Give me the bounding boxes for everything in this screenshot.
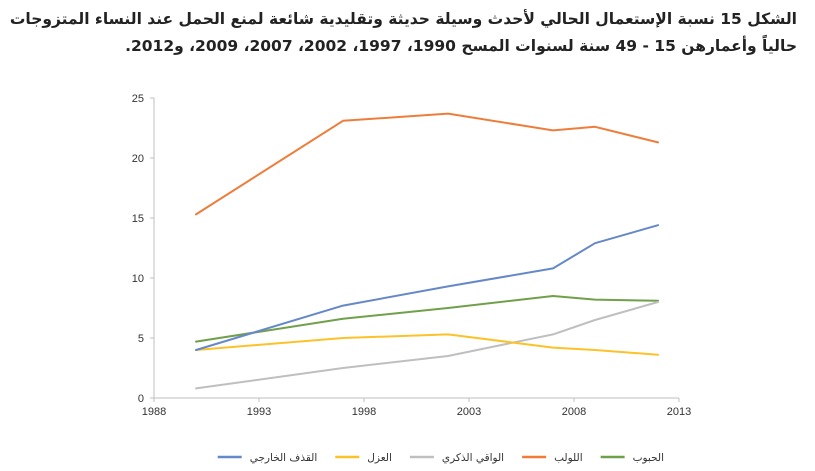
x-tick-label: 1998 xyxy=(352,406,376,418)
figure-title-line-2: حالياً وأعمارهن 15 - 49 سنة لسنوات المسح… xyxy=(125,37,797,55)
x-tick-label: 2013 xyxy=(667,406,691,418)
y-tick-label: 10 xyxy=(132,273,144,285)
series-line xyxy=(195,301,659,390)
series-line xyxy=(195,112,659,216)
figure-title-line-1: الشكل 15 نسبة الإستعمال الحالي لأحدث وسي… xyxy=(9,10,797,28)
y-tick-label: 5 xyxy=(138,333,144,345)
legend-label: الحبوب xyxy=(633,452,664,464)
legend-label: العزل xyxy=(367,452,392,464)
series-line xyxy=(195,295,659,343)
y-tick-label: 25 xyxy=(132,93,144,105)
series-line xyxy=(195,224,659,351)
x-tick-label: 2003 xyxy=(457,406,481,418)
legend-label: القذف الخارجي xyxy=(250,452,318,464)
y-tick-label: 20 xyxy=(132,153,144,165)
x-tick-label: 1988 xyxy=(142,406,166,418)
y-tick-label: 15 xyxy=(132,213,144,225)
y-tick-label: 0 xyxy=(138,393,144,405)
legend-label: الواقي الذكري xyxy=(442,452,504,464)
series-line xyxy=(195,333,659,356)
x-tick-label: 2008 xyxy=(562,406,586,418)
x-tick-label: 1993 xyxy=(247,406,271,418)
figure-title: الشكل 15 نسبة الإستعمال الحالي لأحدث وسي… xyxy=(9,6,797,60)
legend-label: اللولب xyxy=(554,452,583,464)
